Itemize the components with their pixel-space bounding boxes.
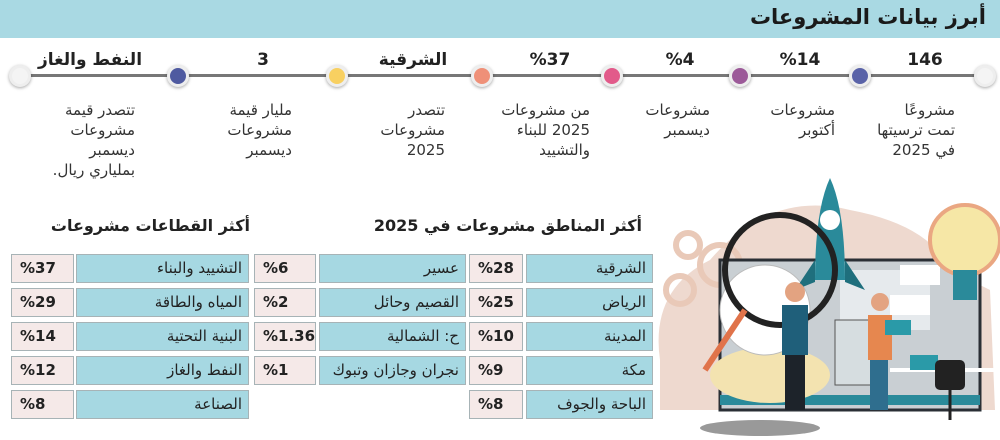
timeline-value: 3	[257, 50, 269, 70]
timeline-description: من مشروعات 2025 للبناء والتشييد	[501, 101, 590, 159]
timeline-value: %4	[665, 50, 695, 70]
timeline-description: تتصدر قيمة مشروعات ديسمبر بملياري ريال.	[52, 101, 135, 179]
region-row-label: الشرقية	[526, 254, 653, 283]
region-row-value: %25	[469, 288, 523, 317]
region-row-label: القصيم وحائل	[319, 288, 466, 317]
timeline-dot	[729, 65, 751, 87]
timeline-line	[20, 74, 985, 77]
sector-row-value: %29	[11, 288, 74, 317]
sector-row-label: النفط والغاز	[76, 356, 249, 385]
person-with-laptop	[868, 293, 911, 410]
sector-row-label: المياه والطاقة	[76, 288, 249, 317]
region-row-label: نجران وجازان وتبوك	[319, 356, 466, 385]
sector-row-value: %14	[11, 322, 74, 351]
sector-row-value: %12	[11, 356, 74, 385]
timeline-dot	[326, 65, 348, 87]
sector-row-value: %8	[11, 390, 74, 419]
region-row-label: ح: الشمالية	[319, 322, 466, 351]
region-row-value: %6	[254, 254, 316, 283]
sector-row-label: الصناعة	[76, 390, 249, 419]
timeline-value: 146	[907, 50, 943, 70]
timeline-dot	[601, 65, 623, 87]
region-row-value: %8	[469, 390, 523, 419]
region-row-value: %28	[469, 254, 523, 283]
page-title: أبرز بيانات المشروعات	[749, 5, 986, 29]
timeline-dot	[167, 65, 189, 87]
person-with-magnifier	[782, 282, 808, 410]
header-bar: أبرز بيانات المشروعات	[0, 0, 1000, 38]
rocket-icon	[795, 178, 865, 290]
floor-shadow	[700, 420, 820, 436]
smoke	[710, 347, 830, 403]
timeline-end-dot	[9, 65, 31, 87]
timeline-description: مشروعًا تمت ترسيتها في 2025	[877, 101, 955, 159]
magnifier-icon	[702, 212, 838, 372]
sector-row-label: التشييد والبناء	[76, 254, 249, 283]
timeline-description: تتصدر مشروعات 2025	[380, 101, 445, 159]
timeline-value: النفط والغاز	[37, 50, 143, 70]
region-row-label: الباحة والجوف	[526, 390, 653, 419]
timeline-dot	[849, 65, 871, 87]
region-row-label: عسير	[319, 254, 466, 283]
timeline-value: الشرقية	[378, 50, 448, 70]
region-row-label: الرياض	[526, 288, 653, 317]
lightbulb-icon	[928, 203, 1000, 300]
region-row-value: %2	[254, 288, 316, 317]
projects-illustration	[658, 178, 1000, 436]
region-row-label: مكة	[526, 356, 653, 385]
timeline-description: مليار قيمة مشروعات ديسمبر	[227, 101, 292, 159]
timeline-dot	[471, 65, 493, 87]
region-row-label: المدينة	[526, 322, 653, 351]
region-row-value: %1	[254, 356, 316, 385]
timeline-value: %14	[779, 50, 821, 70]
timeline-end-dot	[974, 65, 996, 87]
timeline-description: مشروعات أكتوبر	[770, 101, 835, 139]
regions-title: أكثر المناطق مشروعات في 2025	[373, 216, 642, 235]
sectors-title: أكثر القطاعات مشروعات	[50, 216, 250, 235]
sector-row-label: البنية التحتية	[76, 322, 249, 351]
sector-row-value: %37	[11, 254, 74, 283]
desk-and-chair	[890, 355, 995, 420]
region-row-value: %9	[469, 356, 523, 385]
region-row-value: %10	[469, 322, 523, 351]
timeline-description: مشروعات ديسمبر	[645, 101, 710, 139]
timeline-value: %37	[529, 50, 571, 70]
region-row-value: %1.36	[254, 322, 316, 351]
